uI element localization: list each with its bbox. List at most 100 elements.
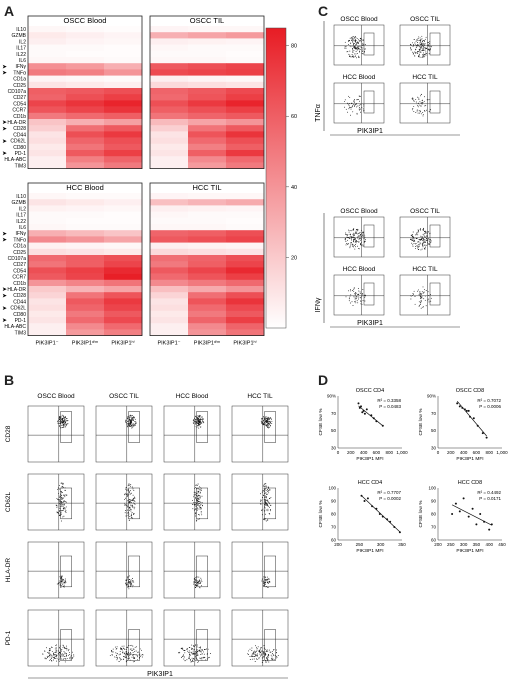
flow-plot-frame	[231, 473, 289, 531]
flow-event	[59, 500, 60, 502]
heatmap-cell	[104, 131, 143, 138]
row-arrow-icon: ➤	[2, 139, 7, 145]
flow-event	[51, 658, 52, 660]
flow-event	[178, 652, 179, 654]
flow-event	[417, 53, 419, 54]
flow-event	[195, 515, 197, 517]
flow-event	[354, 53, 356, 55]
y-tick-label: 90%	[327, 394, 336, 399]
heatmap-cell	[104, 267, 143, 274]
heatmap-cell	[104, 248, 143, 256]
heatmap-cell	[150, 193, 189, 200]
flow-event	[413, 100, 415, 102]
flow-event	[196, 484, 198, 486]
flow-event	[359, 235, 361, 237]
flow-event	[129, 645, 131, 646]
flow-event	[62, 424, 64, 426]
flow-plot-frame	[27, 541, 85, 599]
flow-event	[418, 249, 420, 250]
flow-event	[140, 655, 142, 657]
flow-event	[125, 582, 127, 584]
flow-event	[57, 488, 59, 490]
flow-event	[190, 661, 192, 663]
heatmap-cell	[188, 230, 227, 237]
flow-plot	[399, 24, 451, 66]
flow-event	[422, 43, 424, 45]
flow-event	[419, 47, 421, 49]
heatmap-cell	[28, 32, 67, 39]
flow-event	[62, 483, 64, 484]
scatter-point	[458, 510, 461, 513]
flow-event	[421, 243, 423, 245]
y-axis-label: CFSE low %	[418, 500, 424, 528]
flow-event	[198, 579, 200, 581]
flow-event	[196, 500, 198, 502]
heatmap-cell	[150, 317, 189, 324]
flow-event	[128, 417, 130, 419]
gate-box	[196, 555, 208, 588]
heatmap-cell	[150, 131, 189, 138]
flow-event	[351, 51, 353, 53]
flow-event	[419, 290, 421, 292]
heatmap-row-label: CD107a	[8, 256, 27, 262]
flow-event	[125, 488, 126, 490]
flow-event	[421, 102, 423, 104]
flow-event	[65, 580, 66, 582]
flow-event	[270, 422, 272, 424]
flow-event	[201, 657, 203, 659]
flow-event	[354, 293, 356, 295]
flow-event	[61, 501, 63, 503]
heatmap-row-label: IL2	[19, 206, 26, 212]
flow-event	[362, 44, 363, 46]
flow-event	[125, 648, 127, 650]
flow-event	[191, 648, 193, 650]
gate-box	[128, 629, 140, 661]
flow-event	[266, 486, 268, 488]
heatmap-cell	[150, 125, 189, 132]
flow-event	[345, 241, 347, 243]
flow-event	[60, 497, 62, 499]
flow-event	[412, 293, 414, 295]
flow-event	[66, 653, 67, 654]
y-tick-label: 50	[431, 428, 437, 433]
heatmap-cell	[226, 211, 265, 219]
flow-event	[364, 300, 366, 302]
flow-event	[420, 293, 422, 295]
flow-event	[412, 51, 414, 53]
flow-event	[253, 656, 255, 657]
flow-event	[200, 649, 202, 651]
heatmap-row-label: HLA-ABC	[4, 157, 26, 163]
flow-event	[421, 235, 423, 237]
flow-event	[265, 653, 267, 655]
flow-event	[200, 501, 201, 503]
flow-event	[64, 417, 66, 419]
flow-event	[194, 512, 196, 514]
flow-event	[129, 652, 131, 654]
flow-event	[420, 39, 422, 41]
flow-event	[265, 415, 267, 417]
flow-event	[416, 39, 418, 41]
row-arrow-icon: ➤	[2, 64, 7, 70]
heatmap-cell	[226, 205, 265, 212]
flow-event	[190, 659, 191, 661]
flow-event	[415, 247, 416, 249]
heatmap-cell	[28, 50, 67, 58]
flow-event	[65, 420, 67, 422]
flow-event	[354, 55, 356, 57]
flow-event	[351, 290, 353, 291]
flow-event	[131, 486, 133, 488]
heatmap-block-border	[27, 182, 143, 337]
flow-event	[353, 46, 355, 48]
flow-event	[187, 648, 188, 650]
flow-event	[198, 583, 200, 584]
flow-event	[361, 234, 363, 236]
flow-event	[350, 230, 352, 232]
flow-event	[198, 415, 200, 417]
heatmap-cell	[104, 100, 143, 107]
flow-c-title: OSCC TIL	[410, 208, 440, 215]
flow-event	[361, 293, 363, 295]
flow-event	[265, 483, 267, 485]
flow-plot	[27, 609, 85, 667]
flow-event	[121, 647, 122, 649]
flow-event	[344, 100, 346, 102]
